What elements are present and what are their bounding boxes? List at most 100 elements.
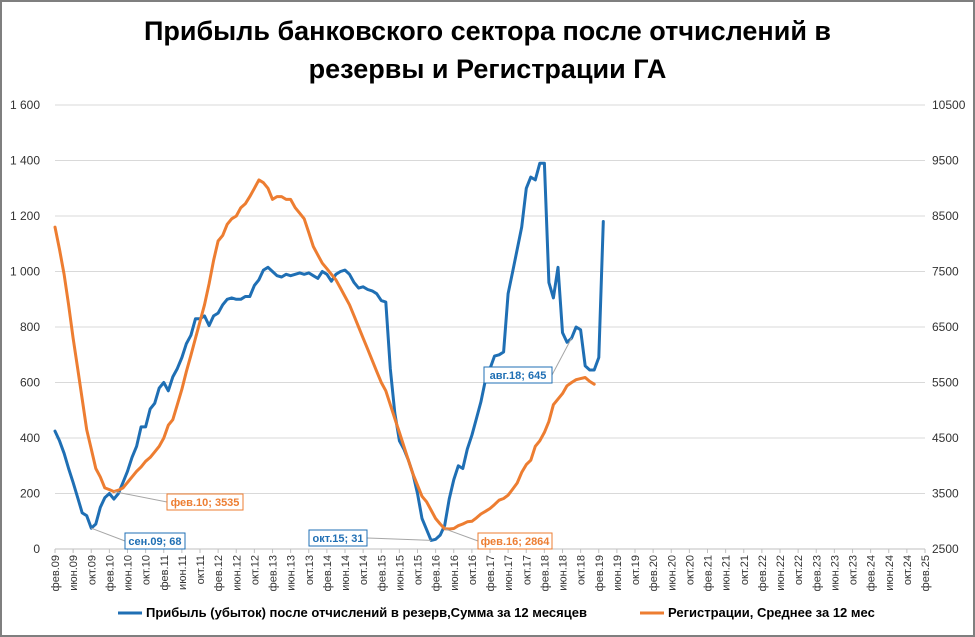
x-tick-label: окт.24 — [902, 555, 914, 585]
x-tick-label: окт.09 — [86, 555, 98, 585]
callout-leader — [113, 491, 168, 503]
x-tick-label: июн.09 — [68, 555, 80, 591]
callout-box — [124, 532, 186, 550]
left-y-axis-ticks: 0 200 400 600 800 1 000 1 200 1 400 1 600 — [10, 98, 40, 556]
chart-title: Прибыль банковского сектора после отчисл… — [0, 12, 975, 88]
x-tick-label: фев.20 — [648, 555, 660, 591]
y-left-tick-label: 800 — [20, 320, 40, 334]
callout: фев.16; 2864 — [444, 528, 553, 550]
legend: Прибыль (убыток) после отчислений в резе… — [118, 605, 875, 620]
y-right-tick-label: 7500 — [932, 265, 959, 279]
y-right-tick-label: 4500 — [932, 431, 959, 445]
x-tick-label: окт.20 — [684, 555, 696, 585]
y-left-tick-label: 1 000 — [10, 265, 40, 279]
callout-label: авг.18; 645 — [490, 370, 547, 382]
x-tick-label: фев.11 — [159, 555, 171, 591]
x-tick-label: фев.21 — [703, 555, 715, 591]
x-tick-label: фев.12 — [213, 555, 225, 591]
x-tick-label: окт.11 — [195, 555, 207, 584]
x-tick-label: фев.17 — [485, 555, 497, 591]
y-left-tick-label: 0 — [33, 542, 40, 556]
y-right-tick-label: 10500 — [932, 98, 966, 112]
callout: сен.09; 68 — [91, 527, 186, 550]
x-tick-label: фев.25 — [920, 555, 932, 591]
x-tick-label: июн.16 — [449, 555, 461, 591]
y-right-tick-label: 6500 — [932, 320, 959, 334]
x-tick-label: окт.23 — [848, 555, 860, 585]
x-tick-label: окт.15 — [413, 555, 425, 585]
x-tick-label: фев.16 — [431, 555, 443, 591]
y-left-tick-label: 1 600 — [10, 98, 40, 112]
callout-label: фев.10; 3535 — [171, 497, 240, 509]
x-tick-label: окт.13 — [304, 555, 316, 585]
callout: фев.10; 3535 — [113, 491, 244, 511]
callout-label: фев.16; 2864 — [481, 536, 551, 548]
x-tick-label: окт.22 — [793, 555, 805, 585]
x-tick-label: июн.18 — [558, 555, 570, 591]
data-callouts: сен.09; 68 фев.10; 3535 окт.15; 31 фев.16; … — [91, 337, 573, 550]
callout-box — [483, 366, 553, 384]
x-tick-label: фев.23 — [811, 555, 823, 591]
x-tick-label: июн.10 — [123, 555, 135, 591]
x-tick-label: июн.21 — [721, 555, 733, 591]
x-tick-label: июн.15 — [394, 555, 406, 591]
x-tick-label: июн.24 — [884, 555, 896, 591]
registrations-series-line — [53, 178, 596, 531]
x-tick-label: июн.11 — [177, 555, 189, 590]
x-tick-label: фев.15 — [376, 555, 388, 591]
callout: окт.15; 31 — [308, 529, 432, 547]
x-tick-label: фев.19 — [594, 555, 606, 591]
x-tick-label: фев.10 — [104, 555, 116, 591]
x-tick-label: окт.10 — [141, 555, 153, 585]
legend-label: Регистрации, Среднее за 12 мес — [668, 605, 875, 620]
y-left-tick-label: 1 400 — [10, 154, 40, 168]
series-lines — [53, 161, 605, 542]
chart-title-line-1: Прибыль банковского сектора после отчисл… — [143, 16, 832, 46]
callout-label: окт.15; 31 — [313, 533, 364, 545]
x-tick-label: фев.09 — [50, 555, 62, 591]
right-y-axis-ticks: 2500 3500 4500 5500 6500 7500 8500 9500 10500 — [932, 98, 966, 556]
legend-item: Прибыль (убыток) после отчислений в резе… — [118, 605, 587, 620]
x-tick-label: окт.21 — [739, 555, 751, 585]
y-left-tick-label: 600 — [20, 376, 40, 390]
chart-title-line-2: резервы и Регистрации ГА — [308, 54, 667, 84]
x-tick-label: фев.24 — [866, 555, 878, 591]
y-right-tick-label: 9500 — [932, 154, 959, 168]
y-left-tick-label: 200 — [20, 487, 40, 501]
y-right-tick-label: 5500 — [932, 376, 959, 390]
x-tick-label: июн.20 — [666, 555, 678, 591]
x-tick-label: фев.22 — [757, 555, 769, 591]
x-tick-label: окт.18 — [576, 555, 588, 585]
callout-leader — [551, 337, 573, 376]
x-tick-label: июн.12 — [231, 555, 243, 591]
y-right-tick-label: 8500 — [932, 209, 959, 223]
x-tick-label: июн.13 — [286, 555, 298, 591]
x-tick-label: июн.17 — [503, 555, 515, 591]
callout-leader — [366, 537, 432, 541]
y-right-tick-label: 2500 — [932, 542, 959, 556]
x-tick-label: фев.14 — [322, 555, 334, 591]
x-tick-label: окт.16 — [467, 555, 479, 585]
x-tick-label: окт.19 — [630, 555, 642, 585]
x-tick-label: фев.13 — [268, 555, 280, 591]
callout-leader — [91, 527, 126, 542]
legend-item: Регистрации, Среднее за 12 мес — [640, 605, 875, 620]
profit-series-line — [53, 161, 605, 542]
x-tick-label: июн.19 — [612, 555, 624, 591]
legend-label: Прибыль (убыток) после отчислений в резе… — [146, 605, 587, 620]
y-left-tick-label: 1 200 — [10, 209, 40, 223]
x-tick-label: июн.14 — [340, 555, 352, 591]
callout-box — [477, 532, 553, 550]
x-tick-label: фев.18 — [539, 555, 551, 591]
x-tick-label: окт.14 — [358, 555, 370, 585]
x-tick-label: окт.17 — [521, 555, 533, 585]
callout: авг.18; 645 — [483, 337, 573, 384]
callout-box — [308, 529, 368, 547]
x-tick-label: июн.22 — [775, 555, 787, 591]
x-tick-label: июн.23 — [829, 555, 841, 591]
y-right-tick-label: 3500 — [932, 487, 959, 501]
gridlines — [55, 104, 925, 550]
x-tick-label: окт.12 — [249, 555, 261, 585]
